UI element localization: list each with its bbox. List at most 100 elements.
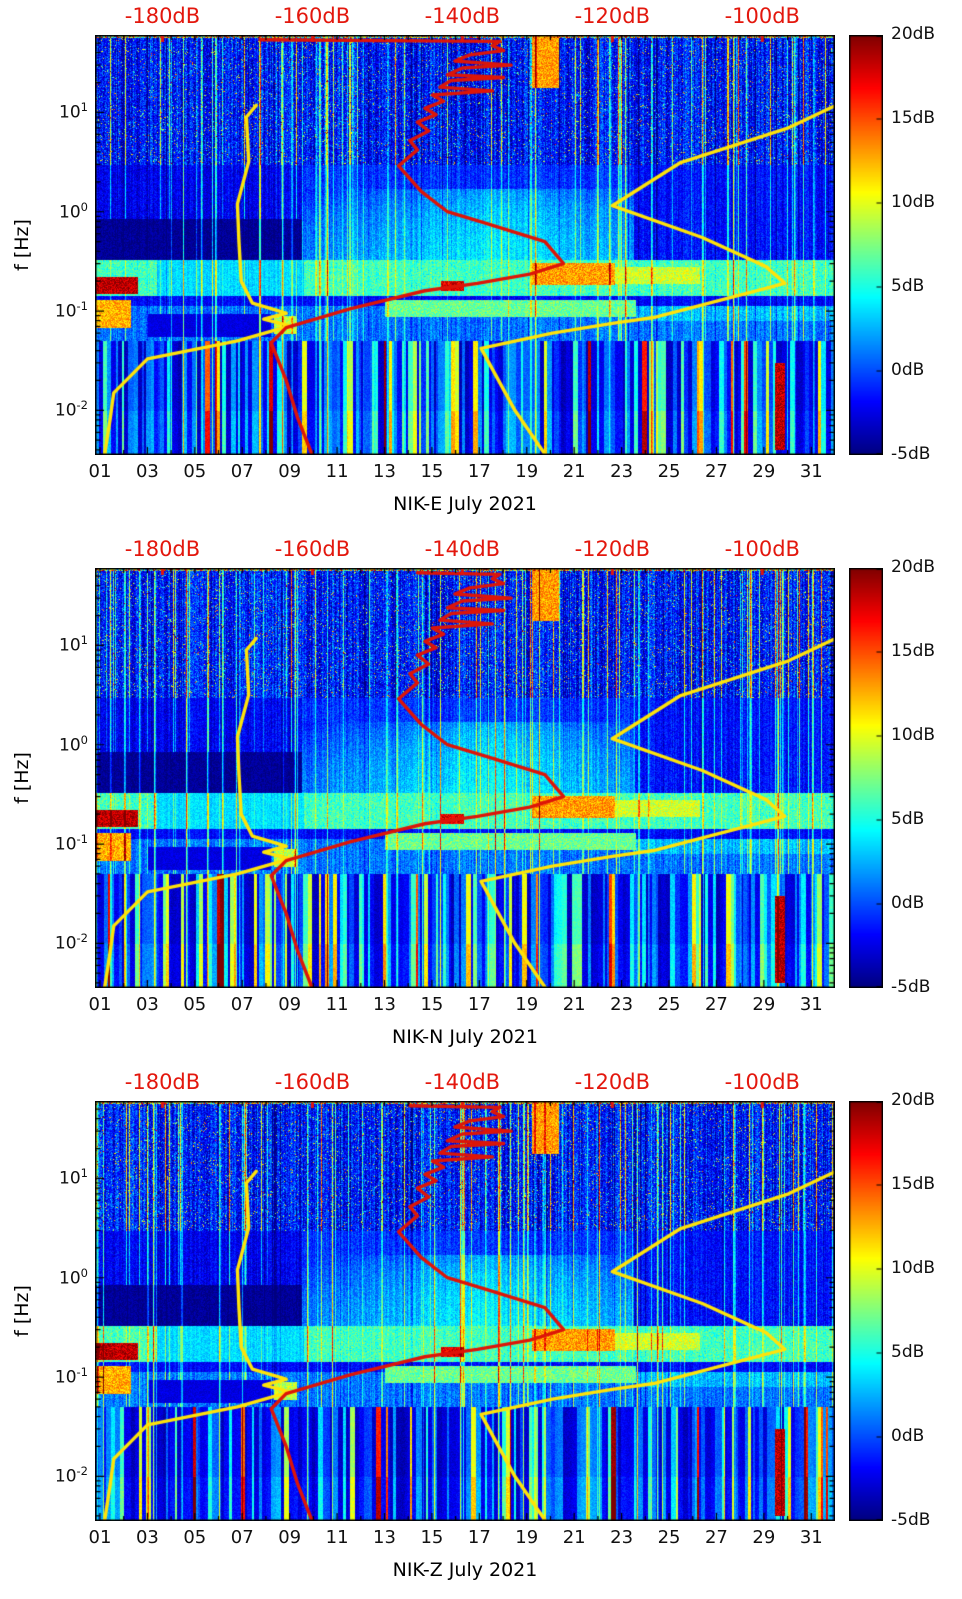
x-tick-label: 29 [752,1527,776,1548]
x-tick-label: 09 [278,461,302,482]
colorbar-tick-label: 15dB [891,641,936,661]
top-axis-tick-label: -180dB [124,1070,201,1094]
x-tick-label: 07 [230,994,254,1015]
colorbar-tick-label: 15dB [891,108,936,128]
colorbar-tick-label: 10dB [891,1258,936,1278]
x-tick-label: 13 [373,1527,396,1548]
y-tick-label: 10-1 [54,1365,88,1388]
colorbar-tick-label: 5dB [891,1342,925,1362]
x-tick-label: 11 [325,994,349,1015]
x-tick-label: 13 [373,994,396,1015]
y-tick-label: 101 [59,633,88,657]
colorbar-tick-label: 5dB [891,809,925,829]
y-tick-label: 10-2 [54,931,88,954]
x-tick-label: 07 [230,461,254,482]
x-tick-label: 29 [752,461,776,482]
colorbar-canvas [849,568,883,988]
x-tick-label: 05 [183,461,207,482]
x-tick-label: 29 [752,994,776,1015]
y-tick-label: 10-1 [54,832,88,855]
colorbar-tick-label: 20dB [891,557,936,577]
x-tick-label: 27 [704,461,728,482]
x-tick-label: 09 [278,994,302,1015]
spectrogram-canvas-nik-n [95,568,835,988]
spectrogram-canvas-nik-z [95,1101,835,1521]
x-tick-label: 23 [610,1527,634,1548]
x-tick-label: 05 [183,994,207,1015]
x-tick-label: 17 [467,994,491,1015]
y-axis-label: f [Hz] [11,752,33,804]
x-tick-label: 21 [562,1527,586,1548]
y-axis-label: f [Hz] [11,1285,33,1337]
colorbar-tick-label: -5dB [891,444,931,464]
y-axis-label: f [Hz] [11,219,33,271]
colorbar-tick-label: 10dB [891,192,936,212]
colorbar-tick-label: -5dB [891,977,931,997]
colorbar-tick-label: 0dB [891,1426,925,1446]
colorbar-tick-label: 0dB [891,893,925,913]
panel-nik-n: -180dB -160dB -140dB -120dB -100dB f [Hz] 10… [0,533,962,1066]
x-tick-label: 11 [325,1527,349,1548]
x-tick-label: 31 [799,1527,823,1548]
top-axis-tick-label: -160dB [274,537,351,561]
y-tick-label: 10-2 [54,1464,88,1487]
colorbar-tick-label: 0dB [891,360,925,380]
x-axis-title: NIK-Z July 2021 [392,1559,538,1581]
top-axis-tick-label: -180dB [124,537,201,561]
y-tick-label: 100 [59,1265,88,1289]
x-tick-label: 03 [135,994,159,1015]
x-tick-label: 17 [467,461,491,482]
x-tick-label: 17 [467,1527,491,1548]
x-tick-label: 15 [420,994,444,1015]
y-tick-label: 10-2 [54,398,88,421]
colorbar-canvas [849,1101,883,1521]
x-tick-label: 31 [799,994,823,1015]
x-tick-label: 03 [135,1527,159,1548]
top-axis-tick-label: -120dB [574,1070,651,1094]
x-tick-label: 27 [704,994,728,1015]
x-tick-label: 19 [515,461,539,482]
x-tick-label: 13 [373,461,396,482]
top-axis-tick-label: -160dB [274,1070,351,1094]
x-tick-label: 19 [515,994,539,1015]
x-tick-label: 19 [515,1527,539,1548]
top-axis-tick-label: -160dB [274,4,351,28]
x-tick-label: 11 [325,461,349,482]
y-tick-label: 100 [59,732,88,756]
x-tick-label: 23 [610,461,634,482]
x-tick-label: 01 [88,1527,112,1548]
colorbar-tick-label: 20dB [891,24,936,44]
x-tick-label: 25 [657,994,681,1015]
x-tick-label: 21 [562,994,586,1015]
x-tick-label: 01 [88,994,112,1015]
x-tick-label: 07 [230,1527,254,1548]
y-tick-label: 10-1 [54,299,88,322]
top-axis-tick-label: -140dB [424,1070,501,1094]
spectrogram-canvas-nik-e [95,35,835,455]
x-tick-label: 21 [562,461,586,482]
colorbar-canvas [849,35,883,455]
top-axis-tick-label: -140dB [424,537,501,561]
top-axis-tick-label: -180dB [124,4,201,28]
colorbar-tick-label: 15dB [891,1174,936,1194]
colorbar-tick-label: 20dB [891,1090,936,1110]
colorbar-tick-label: 10dB [891,725,936,745]
top-axis-tick-label: -100dB [724,4,800,28]
top-axis-tick-label: -120dB [574,537,651,561]
colorbar-tick-label: -5dB [891,1510,931,1530]
panel-nik-z: -180dB -160dB -140dB -120dB -100dB f [Hz] 10… [0,1066,962,1599]
x-tick-label: 01 [88,461,112,482]
x-tick-label: 15 [420,461,444,482]
colorbar-tick-label: 5dB [891,276,925,296]
x-tick-label: 25 [657,1527,681,1548]
x-tick-label: 05 [183,1527,207,1548]
top-axis-tick-label: -100dB [724,1070,800,1094]
top-axis-tick-label: -140dB [424,4,501,28]
x-axis-title: NIK-E July 2021 [393,493,537,515]
x-tick-label: 15 [420,1527,444,1548]
panel-nik-e: -180dB -160dB -140dB -120dB -100dB f [Hz] 10… [0,0,962,533]
x-axis-title: NIK-N July 2021 [392,1026,538,1048]
y-tick-label: 101 [59,1166,88,1190]
top-axis-tick-label: -100dB [724,537,800,561]
